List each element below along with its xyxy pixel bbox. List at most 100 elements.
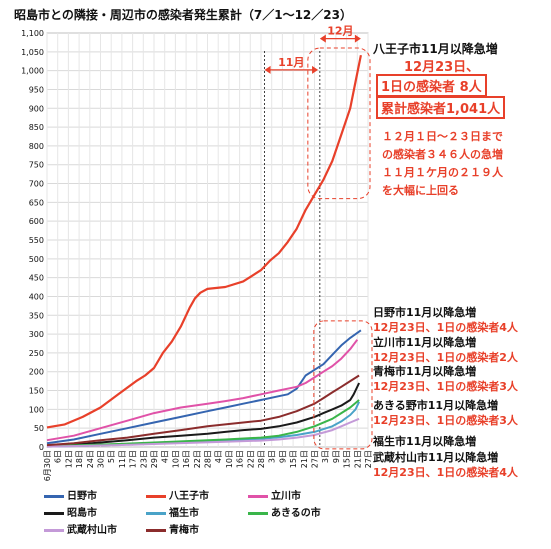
legend-label: 青梅市 xyxy=(169,525,199,536)
y-tick-label: 600 xyxy=(29,217,44,226)
y-tick-label: 550 xyxy=(29,236,44,245)
legend-label: 日野市 xyxy=(67,491,97,502)
x-tick-label: 9日 xyxy=(332,450,341,463)
x-tick-label: 11日 xyxy=(118,450,127,468)
x-tick-label: 21日 xyxy=(353,450,362,468)
x-tick-label: 12日 xyxy=(64,450,73,468)
series-line-あきるの市 xyxy=(46,399,360,448)
legend-item: 立川市 xyxy=(248,487,301,502)
highlight-boxes xyxy=(307,47,373,450)
x-tick-label: 28日 xyxy=(257,450,266,468)
x-tick-label: 24日 xyxy=(86,450,95,468)
annotation-hachioji-title: 八王子市11月以降急増 xyxy=(373,42,498,56)
y-tick-label: 900 xyxy=(29,104,44,113)
range-label: 12月 xyxy=(327,25,353,38)
y-tick-label: 150 xyxy=(29,387,44,396)
x-tick-label: 18日 xyxy=(75,450,84,468)
chart-title: 昭島市との隣接・周辺市の感染者発生累計（7／1～12／23） xyxy=(14,8,352,22)
highlight-box-hachioji xyxy=(307,47,371,200)
x-tick-label: 6日 xyxy=(54,450,63,463)
y-tick-label: 750 xyxy=(29,161,44,170)
y-tick-label: 400 xyxy=(29,292,44,301)
x-tick-label: 27日 xyxy=(364,450,373,468)
highlight-box-other-cities xyxy=(313,320,373,450)
annotation-akiruno-detail: 12月23日、1日の感染者3人 xyxy=(373,414,518,427)
legend-item: 青梅市 xyxy=(146,521,199,536)
annotation-tachikawa-detail: 12月23日、1日の感染者2人 xyxy=(373,351,518,364)
grid xyxy=(46,32,369,448)
x-tick-label: 6月30日 xyxy=(43,450,52,481)
annotation-hachioji-note3: １１月１ケ月の２１９人 xyxy=(382,166,503,179)
y-tick-label: 450 xyxy=(29,274,44,283)
annotation-fussa-title: 福生市11月以降急増 xyxy=(373,435,477,448)
y-tick-label: 300 xyxy=(29,330,44,339)
annotation-hachioji-date: 12月23日、 xyxy=(404,60,480,75)
y-tick-label: 200 xyxy=(29,368,44,377)
x-tick-label: 10日 xyxy=(171,450,180,468)
legend-swatch xyxy=(248,494,268,498)
legend-swatch xyxy=(146,511,166,515)
legend-swatch xyxy=(248,511,268,515)
range-arrow-head-left xyxy=(319,34,326,43)
series-line-立川市 xyxy=(46,339,359,442)
legend-label: 昭島市 xyxy=(67,508,97,519)
legend-swatch xyxy=(44,494,64,498)
legend-label: 福生市 xyxy=(169,508,199,519)
legend-item: 昭島市 xyxy=(44,504,97,519)
annotation-tachikawa-title: 立川市11月以降急増 xyxy=(373,336,477,349)
y-tick-label: 1,050 xyxy=(21,48,44,57)
x-tick-label: 27日 xyxy=(311,450,320,468)
y-tick-label: 950 xyxy=(29,85,44,94)
x-tick-label: 17日 xyxy=(129,450,138,468)
y-tick-label: 0 xyxy=(39,443,44,452)
range-arrow-head-right xyxy=(354,34,361,43)
x-tick-label: 22日 xyxy=(246,450,255,468)
x-tick-label: 3日 xyxy=(321,450,330,463)
legend-item: あきるの市 xyxy=(248,504,321,519)
annotation-musashimurayama-title: 武蔵村山市11月以降急増 xyxy=(373,451,499,464)
annotation-ome-title: 青梅市11月以降急増 xyxy=(373,365,477,378)
range-arrow-head-left xyxy=(264,65,271,74)
range-label: 11月 xyxy=(278,56,304,69)
x-tick-label: 3日 xyxy=(268,450,277,463)
x-tick-label: 28日 xyxy=(204,450,213,468)
series-line-昭島市 xyxy=(46,382,361,448)
annotation-musashimurayama-detail: 12月23日、1日の感染者4人 xyxy=(373,466,518,479)
y-tick-label: 1,100 xyxy=(21,29,44,38)
x-tick-label: 15日 xyxy=(343,450,352,468)
range-arrow-head-right xyxy=(312,65,319,74)
x-tick-label: 4日 xyxy=(161,450,170,463)
annotation-hachioji-total: 累計感染者1,041人 xyxy=(376,96,506,119)
x-tick-label: 15日 xyxy=(289,450,298,468)
x-tick-label: 9日 xyxy=(278,450,287,463)
x-tick-label: 4日 xyxy=(214,450,223,463)
legend-item: 福生市 xyxy=(146,504,199,519)
y-tick-label: 700 xyxy=(29,180,44,189)
x-tick-label: 29日 xyxy=(150,450,159,468)
annotation-akiruno-title: あきる野市11月以降急増 xyxy=(373,399,499,412)
legend-item: 八王子市 xyxy=(146,487,209,502)
legend-label: あきるの市 xyxy=(271,508,321,519)
x-tick-label: 23日 xyxy=(139,450,148,468)
y-tick-label: 850 xyxy=(29,123,44,132)
annotation-hachioji-note2: の感染者３４６人の急増 xyxy=(382,148,503,161)
legend-swatch xyxy=(44,528,64,532)
annotation-ome-detail: 12月23日、1日の感染者3人 xyxy=(373,380,518,393)
series-line-青梅市 xyxy=(46,374,360,447)
legend-swatch xyxy=(146,528,166,532)
annotation-hachioji-daily: 1日の感染者 8人 xyxy=(376,74,487,97)
series-line-日野市 xyxy=(46,329,362,445)
legend-swatch xyxy=(146,494,166,498)
x-tick-label: 5日 xyxy=(107,450,116,463)
series-line-武蔵村山市 xyxy=(46,417,360,448)
annotation-hachioji-note4: を大幅に上回る xyxy=(382,184,459,197)
x-tick-label: 16日 xyxy=(236,450,245,468)
x-tick-label: 30日 xyxy=(97,450,106,468)
y-tick-label: 50 xyxy=(34,424,44,433)
x-tick-label: 16日 xyxy=(182,450,191,468)
month-range-labels: 11月 12月 xyxy=(264,25,361,74)
legend-item: 武蔵村山市 xyxy=(44,521,117,536)
legend-label: 八王子市 xyxy=(169,491,209,502)
month-divider-lines xyxy=(264,51,321,447)
